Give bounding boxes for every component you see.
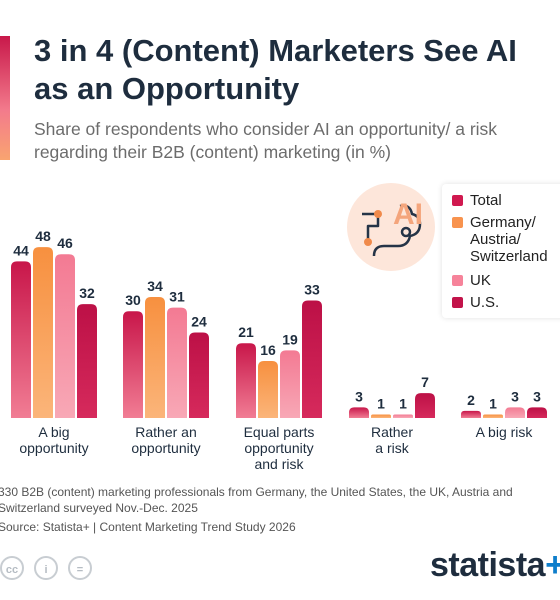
bar-1-0 (123, 311, 143, 418)
legend-swatch (452, 297, 463, 308)
category-label-0: A big opportunity (19, 424, 88, 456)
statista-logo[interactable]: statista+ (430, 546, 560, 585)
category-label-3: Rather a risk (371, 424, 413, 456)
creative-commons-icon[interactable]: cc (0, 556, 24, 580)
category-label-4: A big risk (476, 424, 534, 440)
data-label-0-3: 32 (79, 285, 95, 301)
data-label-1-2: 31 (169, 289, 185, 305)
chart-legend: Total Germany/ Austria/ Switzerland UK U.S. (442, 184, 560, 318)
data-label-1-1: 34 (147, 278, 163, 294)
data-label-3-3: 7 (421, 374, 429, 390)
category-label-2: Equal parts opportunity and risk (244, 424, 315, 472)
data-label-1-3: 24 (191, 314, 207, 330)
ai-badge-text: AI (393, 198, 423, 231)
data-label-1-0: 30 (125, 292, 141, 308)
title-accent-bar (0, 36, 10, 160)
data-label-4-1: 1 (489, 395, 497, 411)
data-label-3-2: 1 (399, 395, 407, 411)
data-label-2-0: 21 (238, 324, 254, 340)
data-label-4-3: 3 (533, 388, 541, 404)
legend-label: Total (470, 192, 502, 209)
bar-0-2 (55, 254, 75, 418)
data-label-3-1: 1 (377, 395, 385, 411)
legend-label: Germany/ Austria/ Switzerland (470, 214, 548, 265)
bar-2-0 (236, 343, 256, 418)
bar-4-3 (527, 407, 547, 418)
source-note: Source: Statista+ | Content Marketing Tr… (0, 520, 296, 534)
data-label-0-1: 48 (35, 228, 51, 244)
data-label-3-0: 3 (355, 388, 363, 404)
attribution-icon[interactable]: i (34, 556, 58, 580)
bar-0-3 (77, 304, 97, 418)
brand-plus: + (545, 546, 560, 584)
bar-2-3 (302, 300, 322, 418)
bar-1-2 (167, 307, 187, 418)
no-derivatives-icon[interactable]: = (68, 556, 92, 580)
bar-4-2 (505, 407, 525, 418)
bar-3-1 (371, 414, 391, 418)
bar-2-2 (280, 350, 300, 418)
bar-2-1 (258, 361, 278, 418)
bar-3-0 (349, 407, 369, 418)
bar-3-2 (393, 414, 413, 418)
bar-0-1 (33, 247, 53, 418)
legend-label: U.S. (470, 294, 500, 311)
data-label-0-0: 44 (13, 242, 29, 258)
bar-3-3 (415, 393, 435, 418)
legend-swatch (452, 217, 463, 228)
footnote: 330 B2B (content) marketing professional… (0, 485, 513, 515)
data-label-2-1: 16 (260, 342, 276, 358)
bar-4-1 (483, 414, 503, 418)
data-label-2-2: 19 (282, 331, 298, 347)
data-label-2-3: 33 (304, 282, 320, 298)
bar-1-1 (145, 296, 165, 418)
data-label-4-0: 2 (467, 392, 475, 408)
category-label-1: Rather an opportunity (131, 424, 200, 456)
bar-4-0 (461, 410, 481, 418)
bar-0-0 (11, 261, 31, 418)
bar-1-3 (189, 332, 209, 418)
data-label-4-2: 3 (511, 388, 519, 404)
ai-brain-icon: AI (347, 183, 435, 271)
chart-subtitle: Share of respondents who consider AI an … (34, 119, 498, 162)
brand-wordmark: statista (430, 546, 546, 584)
legend-swatch (452, 275, 463, 286)
legend-swatch (452, 195, 463, 206)
data-label-0-2: 46 (57, 235, 73, 251)
legend-label: UK (470, 272, 491, 289)
chart-title: 3 in 4 (Content) Marketers See AI as an … (34, 33, 517, 106)
